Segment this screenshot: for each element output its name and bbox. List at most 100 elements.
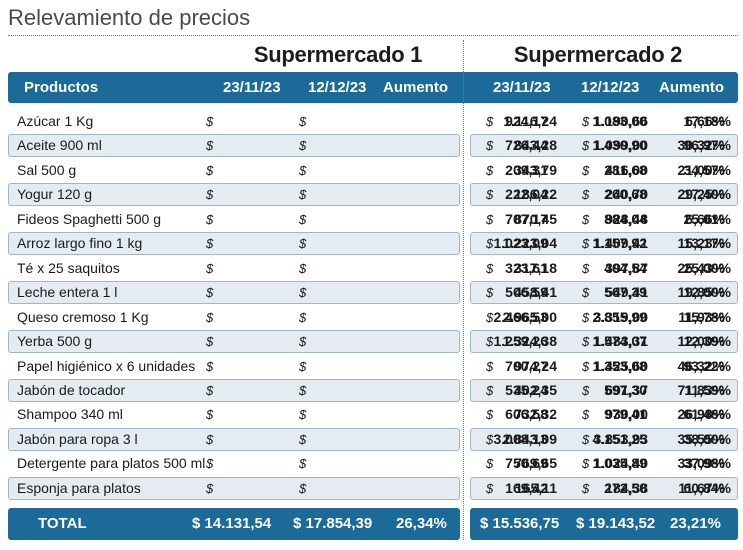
currency-symbol: $ bbox=[206, 382, 214, 398]
s2-increase: 71,83% bbox=[677, 381, 725, 398]
s1-increase: 17,18% bbox=[683, 113, 731, 129]
s1-price-date2: 1.574,07 bbox=[592, 333, 648, 350]
table-row: Arroz largo fino 1 kg $1.023,09 $1.157,92 1… bbox=[8, 232, 738, 256]
row-band-left bbox=[8, 281, 460, 305]
currency-symbol: $ bbox=[582, 382, 590, 398]
currency-symbol: $ bbox=[206, 407, 214, 423]
s2-price-date1: 974,24 bbox=[514, 357, 557, 374]
s1-increase: 34,57% bbox=[683, 161, 731, 178]
s2-increase: 30,32% bbox=[677, 137, 725, 154]
s1-price-date1: 1.259,26 bbox=[493, 333, 549, 350]
s2-increase: 11,93% bbox=[678, 308, 725, 325]
header-products: Productos bbox=[24, 79, 99, 96]
product-name: Esponja para platos bbox=[17, 479, 141, 496]
row-band-right bbox=[470, 183, 738, 207]
row-band-left bbox=[8, 232, 460, 256]
s1-price-date2: 281,68 bbox=[604, 161, 647, 178]
total-s2-date1: $ 15.536,75 bbox=[480, 515, 560, 532]
s2-price-date2: 691,37 bbox=[605, 381, 648, 398]
currency-symbol: $ bbox=[486, 456, 494, 472]
currency-symbol: $ bbox=[486, 138, 494, 154]
currency-symbol: $ bbox=[299, 211, 307, 227]
s2-price-date1: 1.324,38 bbox=[502, 333, 558, 350]
s2-price-date2: 1.409,41 bbox=[593, 235, 649, 252]
table-row: Fideos Spaghetti 500 g $707,17 $884,04 25,0… bbox=[8, 208, 738, 232]
currency-symbol: $ bbox=[486, 114, 494, 129]
s2-price-date1: 2.965,00 bbox=[502, 308, 558, 325]
currency-symbol: $ bbox=[206, 456, 214, 472]
currency-symbol: $ bbox=[206, 309, 214, 325]
currency-symbol: $ bbox=[486, 334, 494, 350]
s1-price-date2: 1.157,92 bbox=[592, 235, 648, 252]
s2-increase: 26,98% bbox=[677, 406, 725, 423]
s2-price-date2: 1.024,40 bbox=[593, 455, 649, 472]
total-s1-date1: $ 14.131,54 bbox=[192, 515, 272, 532]
s2-increase: 46,32% bbox=[677, 357, 725, 374]
header-s1-increase: Aumento bbox=[383, 79, 448, 96]
s1-increase: 25,00% bbox=[683, 259, 731, 276]
s1-increase: 25,01% bbox=[683, 210, 731, 227]
currency-symbol: $ bbox=[582, 260, 590, 276]
table-row: Jabón para ropa 3 l $3.008,13 $4.151,25 38,… bbox=[8, 427, 738, 452]
currency-symbol: $ bbox=[582, 334, 590, 350]
s1-price-date1: 1.023,09 bbox=[493, 235, 549, 252]
s1-increase: 12,39% bbox=[683, 333, 731, 350]
s1-increase: 96,97% bbox=[683, 137, 731, 154]
s2-price-date2: 240,70 bbox=[605, 186, 648, 203]
row-band-left bbox=[8, 427, 460, 451]
s2-increase: 35,55% bbox=[677, 430, 725, 447]
currency-symbol: $ bbox=[206, 358, 214, 374]
currency-symbol: $ bbox=[299, 236, 307, 252]
currency-symbol: $ bbox=[582, 309, 590, 325]
currency-symbol: $ bbox=[582, 285, 590, 301]
s1-price-date1: 750,69 bbox=[505, 455, 548, 472]
s2-price-date1: 343,79 bbox=[514, 161, 557, 178]
s1-price-date2: 1.353,08 bbox=[592, 357, 648, 374]
currency-symbol: $ bbox=[206, 480, 214, 496]
s2-price-date2: 549,41 bbox=[605, 284, 648, 301]
s2-increase: 6,66% bbox=[685, 210, 725, 227]
s1-price-date2: 597,30 bbox=[604, 381, 647, 398]
s1-price-date2: 884,04 bbox=[604, 210, 647, 227]
title-divider bbox=[8, 35, 738, 36]
row-band-left bbox=[8, 330, 460, 354]
currency-symbol: $ bbox=[486, 211, 494, 227]
row-band-left bbox=[8, 183, 460, 207]
s2-increase: 6,66% bbox=[685, 113, 725, 129]
s1-price-date1: 700,27 bbox=[505, 357, 548, 374]
s1-price-date2: 4.151,25 bbox=[592, 430, 648, 447]
header-s2-date2: 12/12/23 bbox=[581, 79, 640, 96]
s2-price-date1: 769,65 bbox=[514, 455, 557, 472]
currency-symbol: $ bbox=[299, 480, 307, 496]
total-s2-date2: $ 19.143,52 bbox=[576, 515, 656, 532]
s1-price-date1: 506,59 bbox=[505, 284, 548, 301]
product-name: Jabón de tocador bbox=[17, 381, 126, 398]
row-band-right bbox=[470, 232, 738, 256]
currency-symbol: $ bbox=[486, 285, 494, 301]
currency-symbol: $ bbox=[582, 431, 590, 447]
currency-symbol: $ bbox=[299, 358, 307, 374]
s2-increase: 15,23% bbox=[677, 235, 725, 252]
currency-symbol: $ bbox=[206, 285, 214, 301]
table-row: Té x 25 saquitos $323,61 $404,54 25,00% $317… bbox=[8, 257, 738, 281]
currency-symbol: $ bbox=[299, 285, 307, 301]
s1-price-date2: 2.855,99 bbox=[592, 308, 648, 325]
currency-symbol: $ bbox=[206, 211, 214, 227]
s1-price-date2: 1.430,90 bbox=[592, 137, 648, 154]
row-band-right bbox=[470, 476, 738, 500]
s1-price-date1: 606,58 bbox=[505, 406, 548, 423]
table-header: Productos 23/11/23 12/12/23 Aumento 23/1… bbox=[8, 72, 738, 103]
s1-increase: 37,98% bbox=[683, 455, 731, 472]
product-name: Yogur 120 g bbox=[17, 186, 92, 203]
s1-increase: 15,78% bbox=[683, 308, 731, 325]
row-band-left bbox=[8, 476, 460, 500]
table-row: Leche entera 1 l $506,59 $567,39 12,00% $458… bbox=[8, 281, 738, 305]
currency-symbol: $ bbox=[206, 334, 214, 350]
s1-price-date1: 222,04 bbox=[505, 186, 548, 203]
currency-symbol: $ bbox=[486, 480, 494, 496]
s1-price-date2: 1.083,00 bbox=[592, 113, 648, 129]
s2-increase: 33,09% bbox=[677, 455, 725, 472]
s1-price-date1: 323,61 bbox=[505, 259, 548, 276]
s2-price-date1: 317,18 bbox=[514, 259, 557, 276]
s1-price-date1: 3.008,13 bbox=[493, 430, 549, 447]
